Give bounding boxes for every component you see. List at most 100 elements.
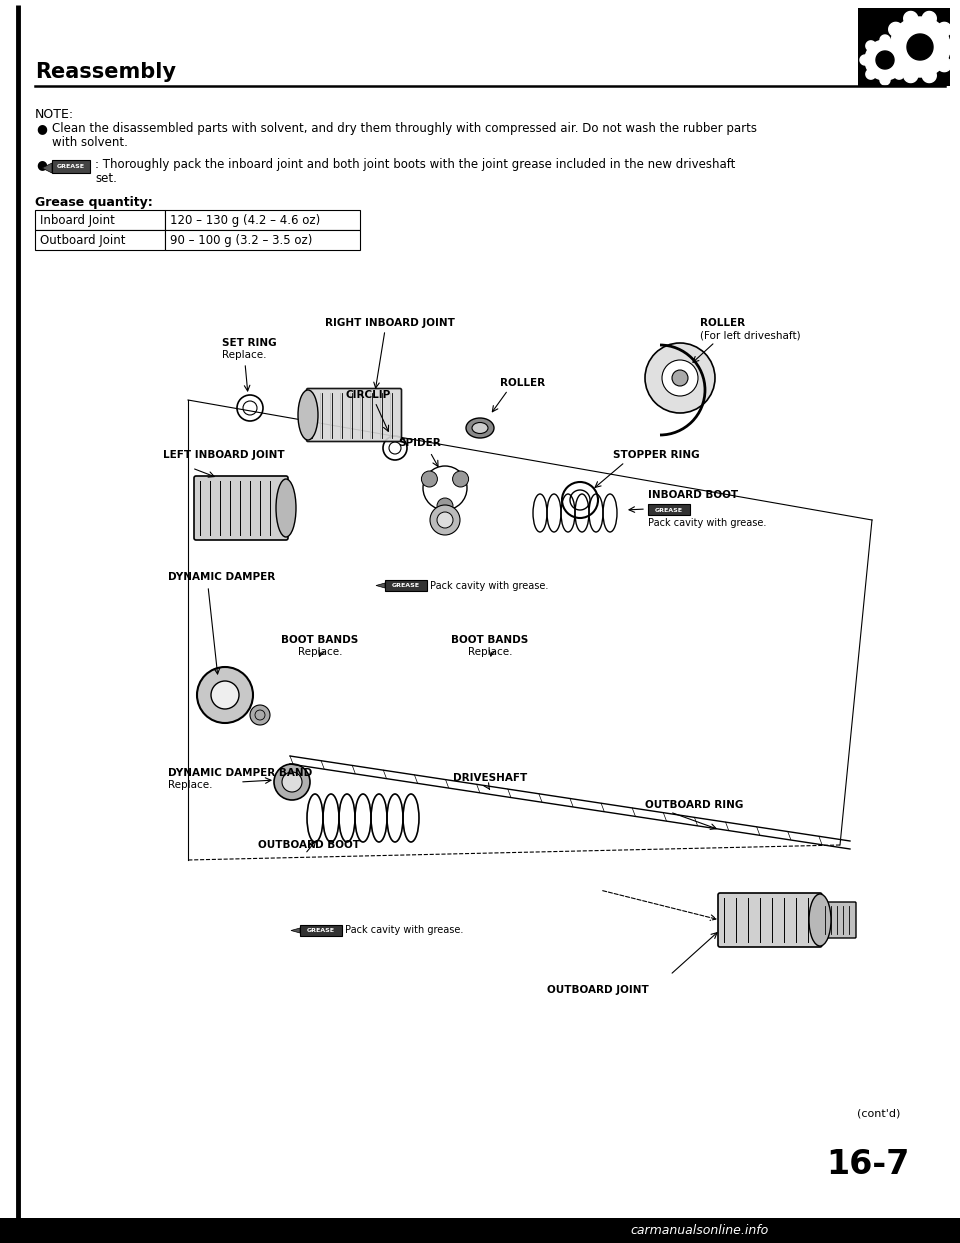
Polygon shape: [907, 34, 933, 60]
FancyBboxPatch shape: [194, 476, 288, 539]
Bar: [165, 230, 360, 250]
Polygon shape: [42, 163, 52, 173]
Polygon shape: [880, 35, 890, 45]
Polygon shape: [889, 57, 902, 72]
Polygon shape: [866, 70, 876, 80]
Circle shape: [452, 471, 468, 487]
Text: DRIVESHAFT: DRIVESHAFT: [453, 773, 527, 783]
Text: carmanualsonline.info: carmanualsonline.info: [631, 1223, 769, 1237]
Circle shape: [645, 343, 715, 413]
Polygon shape: [923, 68, 936, 82]
Text: DYNAMIC DAMPER BAND: DYNAMIC DAMPER BAND: [168, 768, 312, 778]
Text: Clean the disassembled parts with solvent, and dry them throughly with compresse: Clean the disassembled parts with solven…: [52, 122, 757, 135]
Polygon shape: [894, 70, 904, 80]
Ellipse shape: [809, 894, 831, 946]
Circle shape: [250, 705, 270, 725]
Circle shape: [197, 667, 253, 723]
Polygon shape: [943, 40, 957, 53]
Text: Pack cavity with grease.: Pack cavity with grease.: [648, 518, 766, 528]
Bar: [858, 7, 950, 86]
Text: Replace.: Replace.: [298, 648, 343, 658]
Text: (For left driveshaft): (For left driveshaft): [700, 329, 801, 341]
Text: Pack cavity with grease.: Pack cavity with grease.: [345, 925, 464, 935]
Polygon shape: [876, 51, 894, 70]
Text: Outboard Joint: Outboard Joint: [40, 234, 126, 246]
Bar: [300, 925, 342, 936]
Circle shape: [274, 764, 310, 800]
Text: 90 – 100 g (3.2 – 3.5 oz): 90 – 100 g (3.2 – 3.5 oz): [170, 234, 312, 246]
Text: GREASE: GREASE: [655, 507, 683, 512]
Text: Replace.: Replace.: [468, 648, 513, 658]
Circle shape: [672, 370, 688, 387]
Text: NOTE:: NOTE:: [35, 108, 74, 121]
Polygon shape: [865, 40, 905, 80]
Circle shape: [437, 512, 453, 528]
Text: CIRCLIP: CIRCLIP: [346, 390, 391, 400]
Text: OUTBOARD BOOT: OUTBOARD BOOT: [258, 840, 360, 850]
Text: OUTBOARD RING: OUTBOARD RING: [645, 800, 743, 810]
Text: STOPPER RING: STOPPER RING: [613, 450, 700, 460]
Polygon shape: [889, 22, 902, 36]
Text: Replace.: Replace.: [222, 351, 267, 360]
Text: OUTBOARD JOINT: OUTBOARD JOINT: [547, 984, 649, 994]
Text: SET RING: SET RING: [222, 338, 276, 348]
Polygon shape: [890, 17, 950, 77]
Text: ROLLER: ROLLER: [500, 378, 545, 388]
Bar: [648, 503, 690, 515]
Text: LEFT INBOARD JOINT: LEFT INBOARD JOINT: [163, 450, 284, 460]
Ellipse shape: [276, 479, 296, 537]
Polygon shape: [883, 40, 897, 53]
Text: 120 – 130 g (4.2 – 4.6 oz): 120 – 130 g (4.2 – 4.6 oz): [170, 214, 321, 226]
Polygon shape: [923, 11, 936, 25]
Circle shape: [430, 505, 460, 534]
Text: Pack cavity with grease.: Pack cavity with grease.: [430, 580, 548, 590]
Text: : Thoroughly pack the inboard joint and both joint boots with the joint grease i: : Thoroughly pack the inboard joint and …: [95, 158, 735, 172]
Text: ●: ●: [36, 158, 47, 172]
Text: Inboard Joint: Inboard Joint: [40, 214, 115, 226]
Circle shape: [437, 498, 453, 515]
Circle shape: [211, 681, 239, 709]
Polygon shape: [903, 68, 918, 82]
Text: SPIDER: SPIDER: [398, 438, 442, 447]
Text: ●: ●: [36, 122, 47, 135]
FancyBboxPatch shape: [819, 902, 856, 938]
Ellipse shape: [472, 423, 488, 434]
Polygon shape: [866, 41, 876, 51]
Polygon shape: [900, 55, 910, 65]
Text: RIGHT INBOARD JOINT: RIGHT INBOARD JOINT: [325, 318, 455, 328]
FancyBboxPatch shape: [306, 389, 401, 441]
Text: GREASE: GREASE: [57, 164, 85, 169]
Circle shape: [282, 772, 302, 792]
Text: BOOT BANDS: BOOT BANDS: [281, 635, 359, 645]
Bar: [35, 210, 165, 230]
Polygon shape: [903, 11, 918, 25]
Text: with solvent.: with solvent.: [52, 135, 128, 149]
FancyBboxPatch shape: [52, 160, 90, 173]
Text: BOOT BANDS: BOOT BANDS: [451, 635, 529, 645]
Text: set.: set.: [95, 172, 117, 185]
FancyBboxPatch shape: [718, 892, 822, 947]
Text: Grease quantity:: Grease quantity:: [35, 196, 153, 209]
Polygon shape: [937, 22, 951, 36]
Text: (cont'd): (cont'd): [856, 1108, 900, 1117]
Polygon shape: [291, 929, 300, 933]
Bar: [385, 580, 427, 590]
Text: Reassembly: Reassembly: [35, 62, 176, 82]
Polygon shape: [376, 583, 385, 588]
Text: 16-7: 16-7: [827, 1149, 910, 1181]
Text: Replace.: Replace.: [168, 781, 212, 791]
Polygon shape: [937, 57, 951, 72]
Ellipse shape: [298, 390, 318, 440]
Polygon shape: [860, 55, 870, 65]
Text: ROLLER: ROLLER: [700, 318, 745, 328]
Text: GREASE: GREASE: [392, 583, 420, 588]
Text: INBOARD BOOT: INBOARD BOOT: [648, 490, 738, 500]
Circle shape: [662, 360, 698, 397]
Text: GREASE: GREASE: [307, 929, 335, 933]
Bar: [35, 230, 165, 250]
Polygon shape: [894, 41, 904, 51]
Ellipse shape: [466, 418, 494, 438]
Bar: [165, 210, 360, 230]
Circle shape: [421, 471, 438, 487]
Polygon shape: [880, 75, 890, 85]
